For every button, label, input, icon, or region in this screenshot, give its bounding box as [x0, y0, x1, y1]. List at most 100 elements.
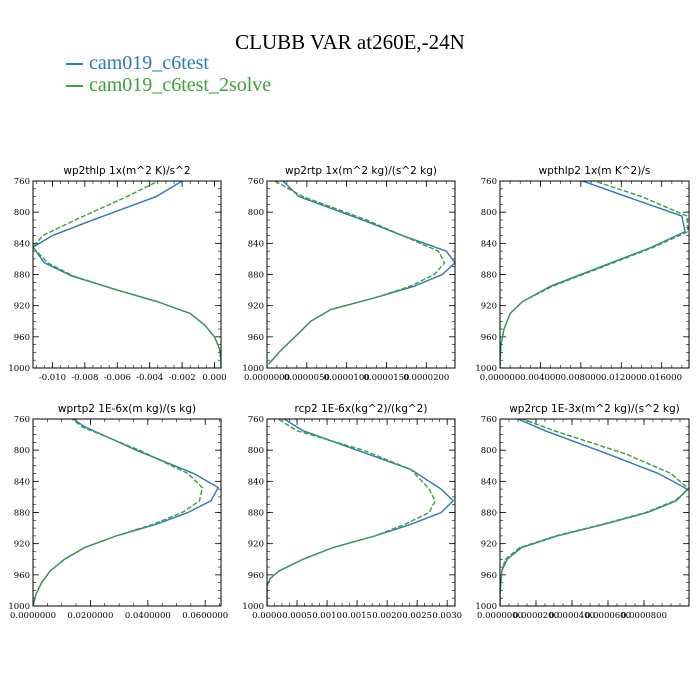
ytick-label: 880: [481, 271, 497, 281]
xtick-label: 0.0000150: [364, 373, 410, 383]
ytick-label: 920: [481, 540, 497, 550]
xtick-label: -0.008: [71, 373, 98, 383]
legend-swatch-2: [66, 85, 83, 87]
xtick-label: 0.012000: [601, 373, 642, 383]
series-line-1: [268, 181, 455, 365]
ytick-label: 840: [481, 477, 497, 487]
panel-title-4: wprtp2 1E-6x(m kg)/(s kg): [58, 403, 196, 415]
xtick-label: 0.0005: [282, 611, 312, 621]
series-line-2: [500, 181, 689, 368]
ytick-label: 960: [14, 571, 30, 581]
xtick-label: 0.0000050: [284, 373, 330, 383]
xtick-label: 0.0030: [432, 611, 462, 621]
plot-frame: [266, 180, 456, 369]
xtick-label: 0.0400000: [125, 611, 171, 621]
ytick-label: 880: [248, 271, 264, 281]
panel-5: rcp2 1E-6x(kg^2)/(kg^2) 760 800 840 880 920 96…: [242, 403, 462, 621]
series-line-2: [500, 419, 689, 606]
xtick-label: 0.0020: [372, 611, 402, 621]
ytick-label: 960: [481, 571, 497, 581]
ytick-label: 920: [14, 302, 30, 312]
panel-title-5: rcp2 1E-6x(kg^2)/(kg^2): [295, 403, 428, 415]
ytick-label: 800: [14, 446, 30, 456]
panel-title-3: wpthlp2 1x(m K^2)/s: [539, 165, 651, 177]
legend-item-1: cam019_c6test: [66, 52, 271, 74]
xtick-label: 0.0000400: [549, 611, 595, 621]
legend-swatch-1: [66, 63, 83, 65]
ytick-label: 1000: [8, 364, 30, 374]
series-line-2: [268, 181, 446, 365]
legend-item-2: cam019_c6test_2solve: [66, 74, 271, 96]
xtick-label: -0.010: [39, 373, 66, 383]
xtick-label: 0.004000: [520, 373, 561, 383]
ytick-label: 840: [248, 239, 264, 249]
ytick-label: 800: [481, 446, 497, 456]
ytick-label: 800: [14, 208, 30, 218]
legend-label-2: cam019_c6test_2solve: [89, 74, 272, 96]
panel-2: wp2rtp 1x(m^2 kg)/(s^2 kg) 760 800 840 880 92…: [242, 165, 456, 383]
ytick-label: 760: [14, 415, 30, 425]
plot-frame: [32, 180, 222, 369]
ytick-label: 960: [248, 571, 264, 581]
ytick-label: 1000: [475, 602, 497, 612]
ytick-label: 960: [14, 333, 30, 343]
xtick-label: 0.0025: [402, 611, 432, 621]
xtick-label: 0.0000100: [324, 373, 370, 383]
ytick-label: 760: [481, 177, 497, 187]
panel-title-6: wp2rcp 1E-3x(m^2 kg)/(s^2 kg): [509, 403, 680, 415]
panel-title-1: wp2thlp 1x(m^2 K)/s^2: [63, 165, 190, 177]
ytick-label: 880: [481, 509, 497, 519]
xtick-label: 0.0000200: [513, 611, 559, 621]
xtick-label: -0.002: [168, 373, 195, 383]
ytick-label: 880: [14, 509, 30, 519]
xtick-label: 0.0015: [342, 611, 372, 621]
xtick-label: 0.0010: [312, 611, 342, 621]
ytick-label: 760: [248, 415, 264, 425]
series-line-1: [33, 419, 220, 606]
xtick-label: -0.004: [136, 373, 163, 383]
ytick-label: 920: [248, 540, 264, 550]
ytick-label: 1000: [242, 602, 264, 612]
panel-6: wp2rcp 1E-3x(m^2 kg)/(s^2 kg) 760 800 840 88…: [475, 403, 690, 621]
xtick-label: 0.0000600: [585, 611, 631, 621]
ytick-label: 960: [248, 333, 264, 343]
xtick-label: 0.000000: [480, 373, 521, 383]
xtick-label: 0.0200000: [67, 611, 113, 621]
ytick-label: 920: [14, 540, 30, 550]
ytick-label: 880: [14, 271, 30, 281]
series-line-2: [33, 181, 221, 368]
xtick-label: 0.0000: [252, 611, 282, 621]
ytick-label: 800: [248, 208, 264, 218]
xtick-label: 0.0600000: [182, 611, 228, 621]
ytick-label: 920: [248, 302, 264, 312]
ytick-label: 840: [14, 239, 30, 249]
plot-frame: [499, 418, 690, 607]
panel-1: wp2thlp 1x(m^2 K)/s^2 760 800 840 880 920 960 1…: [8, 165, 226, 383]
xtick-label: 0.0000000: [477, 611, 523, 621]
series-line-1: [267, 419, 455, 606]
xtick-label: 0.0000000: [10, 611, 56, 621]
plot-frame: [32, 418, 222, 607]
ytick-label: 840: [248, 477, 264, 487]
legend-label-1: cam019_c6test: [89, 52, 209, 74]
series-line-2: [267, 419, 436, 606]
plot-frame: [499, 180, 690, 369]
series-line-2: [33, 419, 204, 606]
ytick-label: 960: [481, 333, 497, 343]
xtick-label: 0.008000: [561, 373, 602, 383]
ytick-label: 1000: [8, 602, 30, 612]
ytick-label: 800: [481, 208, 497, 218]
ytick-label: 920: [481, 302, 497, 312]
panel-4: wprtp2 1E-6x(m kg)/(s kg) 760 800 840 880 920…: [8, 403, 228, 621]
ytick-label: 840: [14, 477, 30, 487]
ytick-label: 880: [248, 509, 264, 519]
xtick-label: 0.0000000: [244, 373, 290, 383]
xtick-label: 0.016000: [641, 373, 682, 383]
ytick-label: 760: [14, 177, 30, 187]
ytick-label: 760: [481, 415, 497, 425]
panel-3: wpthlp2 1x(m K^2)/s 760 800 840 880 920 960 100…: [475, 165, 690, 383]
xtick-label: 0.0000800: [621, 611, 667, 621]
xtick-label: 0.000: [202, 373, 226, 383]
